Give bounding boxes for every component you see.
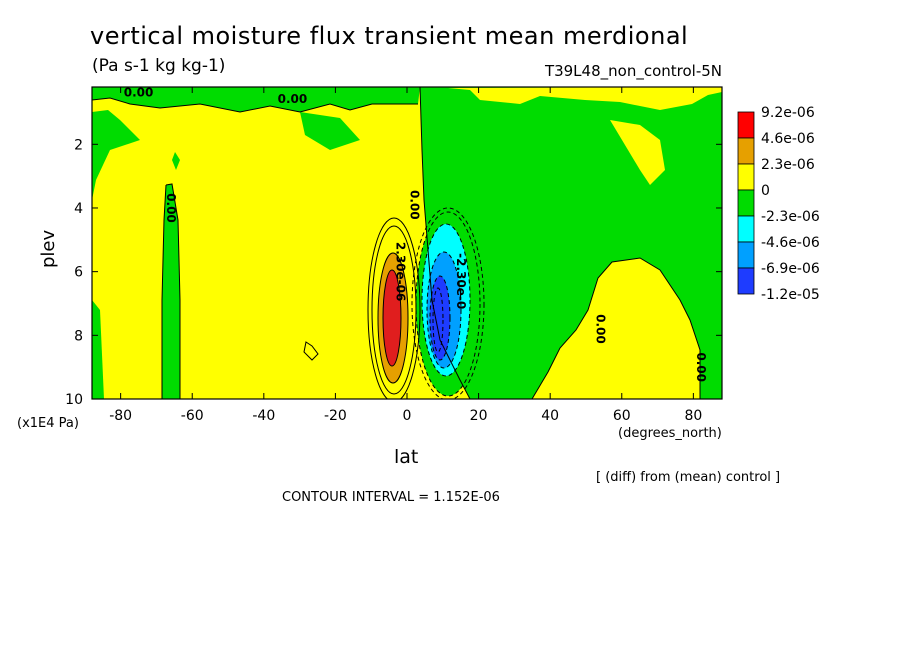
legend-label: 9.2e-06 [761, 105, 815, 121]
negative-dot [172, 152, 180, 170]
chart-title: vertical moisture flux transient mean me… [90, 22, 689, 50]
x-tick-label: -20 [324, 408, 347, 424]
x-tick-label: 60 [613, 408, 631, 424]
legend-label: -6.9e-06 [761, 261, 820, 277]
contour-label: 0.00 [694, 352, 708, 382]
legend-label: 0 [761, 183, 770, 199]
legend-label: -1.2e-05 [761, 287, 820, 303]
contour-interval: CONTOUR INTERVAL = 1.152E-06 [282, 490, 500, 505]
y-tick-label: 10 [65, 392, 83, 408]
negative-band-top [92, 87, 420, 112]
legend-swatch [737, 137, 755, 165]
x-tick-label: -80 [109, 408, 132, 424]
legend-swatch [737, 163, 755, 191]
contour-label: 0.00 [124, 86, 154, 100]
negative-patch-west [92, 110, 140, 200]
legend-swatch [737, 111, 755, 139]
y-axis-unit: (x1E4 Pa) [17, 416, 79, 431]
y-tick-label: 6 [74, 265, 83, 281]
legend-label: 2.3e-06 [761, 157, 815, 173]
x-axis-unit: (degrees_north) [618, 426, 722, 441]
contour-label: 0.00 [594, 314, 608, 344]
negative-core-max [430, 276, 450, 360]
y-tick-label: 8 [74, 328, 83, 344]
legend-label: 4.6e-06 [761, 131, 815, 147]
x-tick-label: -60 [181, 408, 204, 424]
y-ticks: 2 4 6 8 10 [65, 137, 722, 408]
negative-strip-far-south [92, 300, 104, 399]
chart-units: (Pa s-1 kg kg-1) [92, 56, 226, 76]
positive-core-inner [383, 270, 401, 366]
positive-region-east [448, 87, 722, 110]
x-tick-label: -40 [252, 408, 275, 424]
x-ticks: -80 -60 -40 -20 0 20 40 60 80 [109, 87, 702, 424]
negative-strip-south [162, 184, 180, 399]
legend-label: -4.6e-06 [761, 235, 820, 251]
diff-note: [ (diff) from (mean) control ] [596, 470, 781, 485]
plot-fill [92, 87, 722, 399]
contour-labels: 0.00 0.00 0.00 0.00 2.30e-06 -2.30e-0 0.00 0.00 [124, 86, 708, 382]
x-tick-label: 80 [684, 408, 702, 424]
x-axis-label: lat [394, 446, 419, 468]
negative-patch-west2 [300, 112, 360, 150]
y-tick-label: 4 [74, 201, 83, 217]
legend-swatch [737, 215, 755, 243]
legend-label: -2.3e-06 [761, 209, 820, 225]
contour-label: -2.30e-0 [454, 253, 468, 309]
x-tick-label: 0 [403, 408, 412, 424]
x-tick-label: 40 [541, 408, 559, 424]
run-name: T39L48_non_control-5N [544, 62, 722, 80]
contour-label: 0.00 [164, 193, 178, 223]
y-tick-label: 2 [74, 137, 83, 153]
contour-label: 0.00 [278, 92, 308, 106]
legend-swatch [737, 189, 755, 217]
color-legend: 9.2e-06 4.6e-06 2.3e-06 0 -2.3e-06 -4.6e-06 -6… [737, 105, 820, 303]
legend-swatch [737, 241, 755, 269]
legend-swatch [737, 267, 755, 295]
negative-contour-lines [411, 207, 485, 399]
positive-patch-east [610, 120, 665, 185]
contour-label: 2.30e-06 [393, 242, 407, 301]
x-tick-label: 20 [470, 408, 488, 424]
contour-label: 0.00 [408, 190, 422, 220]
contour-lines [92, 87, 701, 399]
